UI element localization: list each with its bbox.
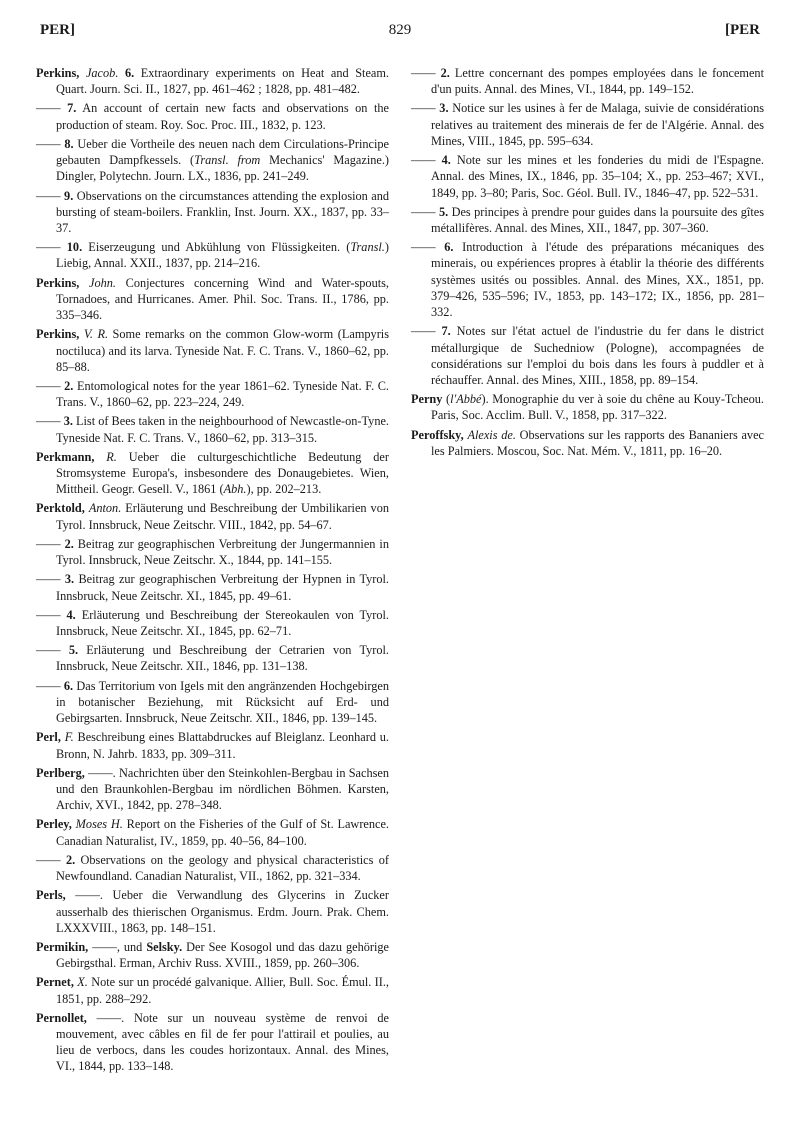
bibliography-entry: Perktold, Anton. Erläuterung und Beschre… xyxy=(36,500,389,532)
bibliography-entry: Perkins, John. Conjectures concerning Wi… xyxy=(36,275,389,324)
bibliography-entry: —— 2. Lettre concernant des pompes emplo… xyxy=(411,65,764,97)
bibliography-entry: —— 5. Erläuterung und Beschreibung der C… xyxy=(36,642,389,674)
bibliography-entry: —— 3. Beitrag zur geographischen Verbrei… xyxy=(36,571,389,603)
bibliography-entry: —— 7. An account of certain new facts an… xyxy=(36,100,389,132)
bibliography-entry: Perkins, V. R. Some remarks on the commo… xyxy=(36,326,389,375)
bibliography-entry: —— 3. List of Bees taken in the neighbou… xyxy=(36,413,389,445)
header-right: [PER xyxy=(725,22,760,39)
page-header: PER] 829 [PER xyxy=(36,22,764,39)
bibliography-entry: —— 2. Beitrag zur geographischen Verbrei… xyxy=(36,536,389,568)
bibliography-entry: Perls, ——. Ueber die Verwandlung des Gly… xyxy=(36,887,389,936)
bibliography-entry: Perkmann, R. Ueber die culturgeschichtli… xyxy=(36,449,389,498)
bibliography-entry: Pernet, X. Note sur un procédé galvaniqu… xyxy=(36,974,389,1006)
bibliography-entry: —— 6. Das Territorium von Igels mit den … xyxy=(36,678,389,727)
bibliography-entry: Perl, F. Beschreibung eines Blattabdruck… xyxy=(36,729,389,761)
bibliography-entry: Perkins, Jacob. 6. Extraordinary experim… xyxy=(36,65,389,97)
bibliography-entry: —— 4. Note sur les mines et les fonderie… xyxy=(411,152,764,201)
bibliography-entry: —— 3. Notice sur les usines à fer de Mal… xyxy=(411,100,764,149)
bibliography-entry: Permikin, ——, und Selsky. Der See Kosogo… xyxy=(36,939,389,971)
bibliography-entry: —— 2. Entomological notes for the year 1… xyxy=(36,378,389,410)
bibliography-entry: —— 10. Eiserzeugung und Abkühlung von Fl… xyxy=(36,239,389,271)
bibliography-entry: —— 7. Notes sur l'état actuel de l'indus… xyxy=(411,323,764,388)
bibliography-entry: —— 8. Ueber die Vortheile des neuen nach… xyxy=(36,136,389,185)
bibliography-entry: Perley, Moses H. Report on the Fisheries… xyxy=(36,816,389,848)
bibliography-columns: Perkins, Jacob. 6. Extraordinary experim… xyxy=(36,65,764,1105)
bibliography-entry: Perlberg, ——. Nachrichten über den Stein… xyxy=(36,765,389,814)
bibliography-entry: Perny (l'Abbé). Monographie du ver à soi… xyxy=(411,391,764,423)
bibliography-entry: —— 5. Des principes à prendre pour guide… xyxy=(411,204,764,236)
bibliography-entry: —— 2. Observations on the geology and ph… xyxy=(36,852,389,884)
bibliography-entry: Peroffsky, Alexis de. Observations sur l… xyxy=(411,427,764,459)
bibliography-entry: —— 6. Introduction à l'étude des prépara… xyxy=(411,239,764,320)
bibliography-entry: Pernollet, ——. Note sur un nouveau systè… xyxy=(36,1010,389,1075)
bibliography-entry: —— 4. Erläuterung und Beschreibung der S… xyxy=(36,607,389,639)
bibliography-entry: —— 9. Observations on the circumstances … xyxy=(36,188,389,237)
header-page-number: 829 xyxy=(389,22,412,39)
header-left: PER] xyxy=(40,22,75,39)
page-container: PER] 829 [PER Perkins, Jacob. 6. Extraor… xyxy=(0,0,800,1135)
